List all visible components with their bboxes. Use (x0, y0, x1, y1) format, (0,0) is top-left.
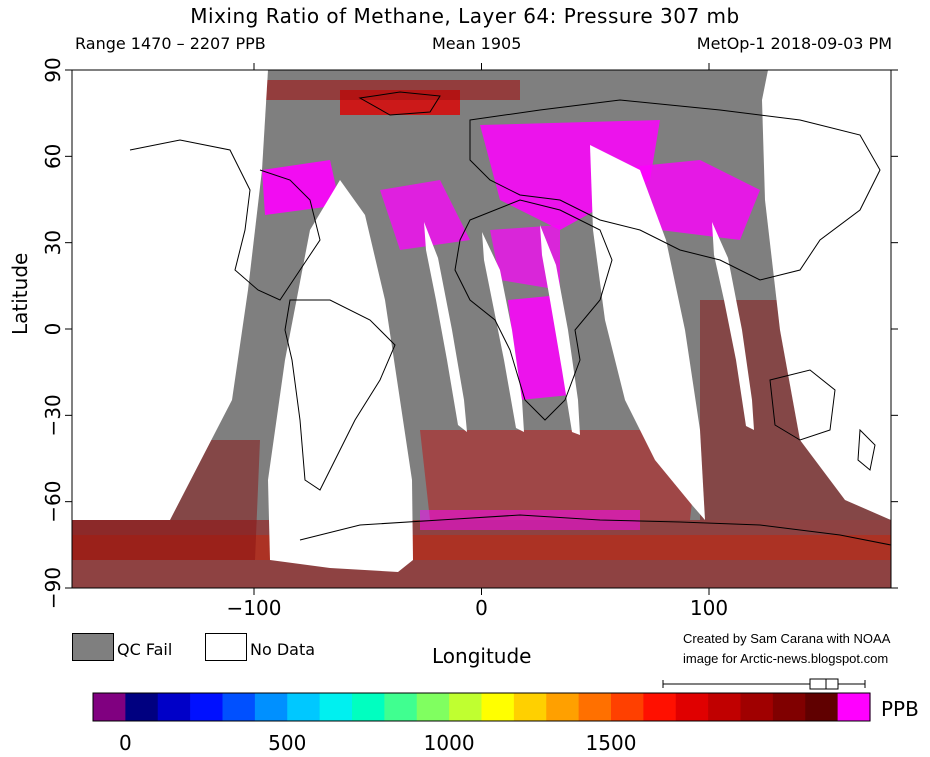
range-box (809, 678, 839, 690)
colorbar: 0 500 1000 1500 (92, 678, 871, 755)
colorbar-frame (92, 692, 871, 722)
coastline (299, 514, 891, 546)
coastline (358, 91, 441, 116)
no-data-region (424, 222, 467, 432)
high-value-area (262, 160, 340, 215)
colorbar-segment (416, 693, 450, 721)
colorbar-segment (384, 693, 418, 721)
colorbar-segment (190, 693, 224, 721)
y-tick-label: 90 (41, 57, 65, 82)
coastline (454, 199, 613, 421)
x-axis-label: Longitude (432, 644, 532, 668)
colorbar-segment (611, 693, 644, 721)
colorbar-segment (93, 693, 126, 721)
chart-title: Mixing Ratio of Methane, Layer 64: Press… (190, 4, 740, 28)
colorbar-segment (352, 693, 385, 721)
arctic-band (260, 80, 520, 100)
colorbar-segment (546, 693, 580, 721)
colorbar-segment (449, 693, 483, 721)
colorbar-segment (643, 693, 677, 721)
y-tick-label: −30 (41, 394, 65, 436)
colorbar-tick-label: 500 (268, 731, 306, 755)
no-data-region (540, 225, 580, 435)
colorbar-segment (740, 693, 774, 721)
y-tick-label: 60 (41, 144, 65, 169)
y-tick-label: −60 (41, 481, 65, 523)
y-tick-label: 0 (41, 323, 65, 336)
no-data-region (762, 70, 891, 520)
y-tick-label: 30 (41, 230, 65, 255)
x-tick-label: 100 (690, 596, 728, 620)
credit-line-1: Created by Sam Carana with NOAA (683, 631, 891, 646)
no-data-region (590, 145, 705, 520)
credit-line-2: image for Arctic-news.blogspot.com (683, 651, 889, 666)
high-value-area (380, 180, 470, 250)
colorbar-segment (319, 693, 353, 721)
colorbar-segment (254, 693, 288, 721)
colorbar-segment (837, 693, 871, 721)
coastlines (129, 91, 891, 546)
x-tick-label: 0 (475, 596, 488, 620)
coastline (857, 428, 876, 471)
no-data-region (482, 232, 524, 432)
methane-field (72, 70, 891, 588)
no-data-swatch (205, 633, 247, 661)
colorbar-segment (805, 693, 839, 721)
satellite-date-label: MetOp-1 2018-09-03 PM (696, 34, 892, 53)
colorbar-segment (125, 693, 159, 721)
colorbar-segment (222, 693, 256, 721)
colorbar-segment (708, 693, 742, 721)
mean-label: Mean 1905 (432, 34, 522, 53)
range-label: Range 1470 – 2207 PPB (75, 34, 266, 53)
no-data-region (712, 222, 754, 430)
colorbar-segment (578, 693, 612, 721)
colorbar-segment (287, 693, 321, 721)
colorbar-tick-label: 1500 (586, 731, 637, 755)
colorbar-segment (772, 693, 806, 721)
axis-ticks: −100 0 100 90 60 30 0 −30 −60 −90 (41, 57, 898, 620)
x-tick-label: −100 (227, 596, 282, 620)
coastline (469, 99, 881, 281)
colorbar-unit-label: PPB (881, 697, 919, 721)
no-data-label: No Data (250, 640, 316, 659)
no-data-region (72, 70, 268, 520)
coastline (129, 139, 321, 301)
colorbar-tick-label: 0 (119, 731, 132, 755)
y-tick-label: −90 (41, 567, 65, 609)
high-value-area (480, 120, 660, 230)
colorbar-segment (157, 693, 191, 721)
south-atlantic-patch (420, 430, 700, 520)
high-value-area (420, 510, 640, 530)
qc-fail-label: QC Fail (117, 640, 173, 659)
colorbar-tick-label: 1000 (424, 731, 475, 755)
colorbar-segment (675, 693, 709, 721)
coastline (284, 299, 396, 491)
colorbar-segment (481, 693, 515, 721)
qc-fail-swatch (72, 633, 114, 661)
coastline (769, 369, 836, 441)
colorbar-segment (513, 693, 547, 721)
